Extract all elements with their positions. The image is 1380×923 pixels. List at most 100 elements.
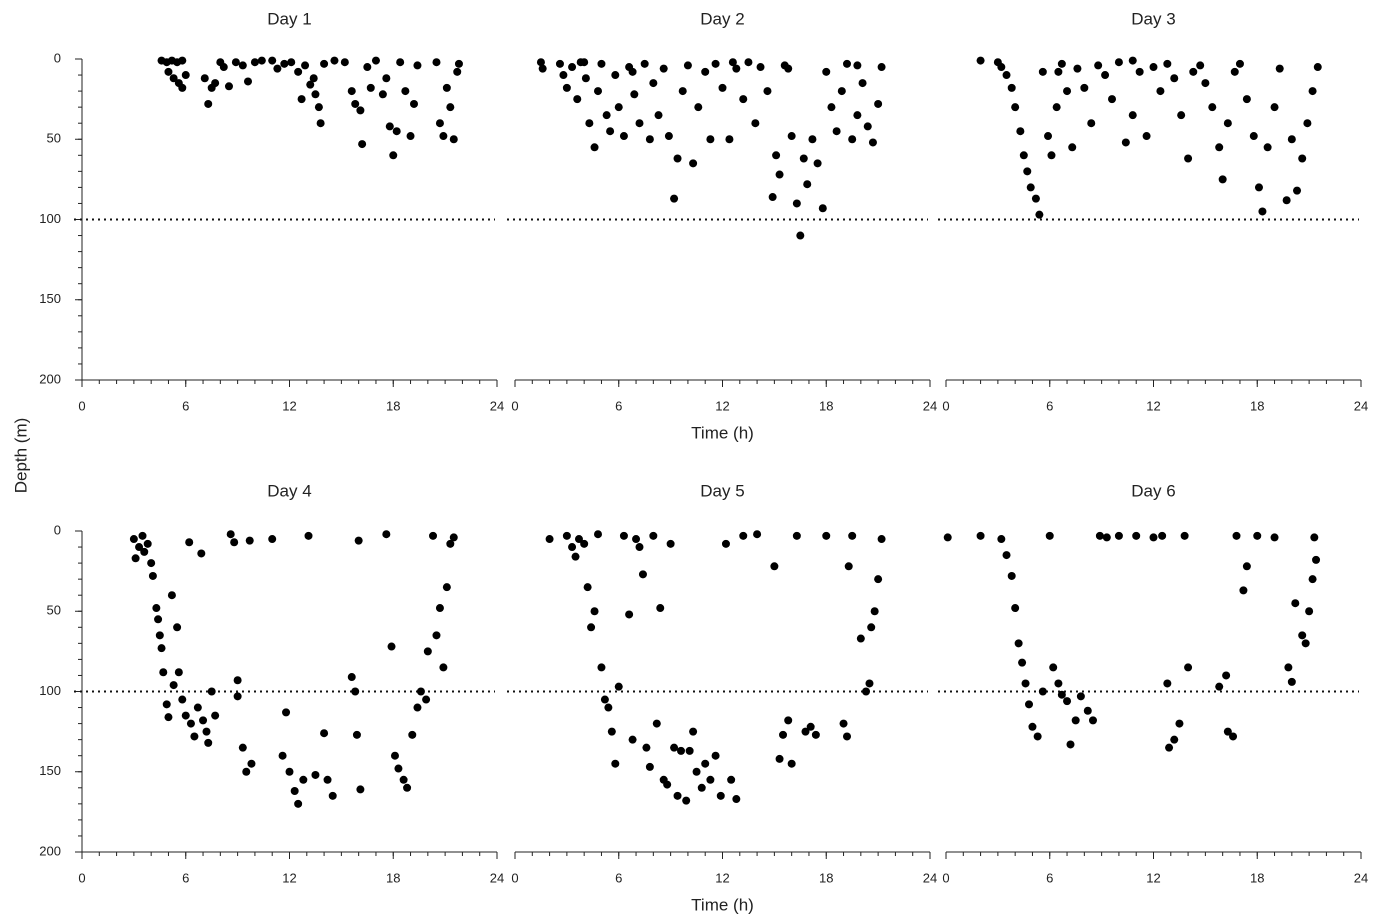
data-point <box>1128 56 1137 65</box>
data-point <box>536 58 545 67</box>
data-point <box>843 732 851 741</box>
data-point <box>645 135 654 144</box>
data-point <box>1101 71 1110 80</box>
data-point <box>211 711 220 720</box>
data-point <box>792 531 801 540</box>
data-point <box>770 562 779 571</box>
data-point <box>813 159 822 168</box>
x-tick-label: 18 <box>1250 870 1264 885</box>
x-tick-label: 0 <box>78 398 85 413</box>
data-point <box>728 58 737 67</box>
data-point <box>250 58 259 67</box>
data-point <box>818 204 827 213</box>
data-point <box>169 681 178 690</box>
data-point <box>202 727 211 736</box>
data-point <box>628 67 637 76</box>
data-point <box>574 535 583 544</box>
data-point <box>1031 194 1040 203</box>
data-point <box>147 559 156 568</box>
data-point <box>801 727 810 736</box>
data-point <box>230 538 239 547</box>
data-point <box>611 71 620 80</box>
data-point <box>1308 87 1317 96</box>
x-tick-label: 12 <box>1146 398 1160 413</box>
data-point <box>632 535 641 544</box>
x-tick-label: 18 <box>1250 398 1264 413</box>
data-point <box>1057 59 1066 68</box>
data-point <box>1184 663 1193 672</box>
data-point <box>390 751 399 760</box>
data-point <box>590 143 599 152</box>
data-point <box>1007 571 1016 580</box>
data-point <box>1002 71 1011 80</box>
data-point <box>1087 119 1096 128</box>
data-point <box>1156 87 1165 96</box>
data-point <box>1149 533 1158 542</box>
data-point <box>775 170 784 179</box>
data-point <box>185 538 194 547</box>
data-point <box>739 95 748 104</box>
data-point <box>853 61 862 70</box>
data-point <box>1025 700 1033 709</box>
data-point <box>580 58 589 67</box>
x-tick-label: 24 <box>1354 398 1368 413</box>
data-point <box>725 135 734 144</box>
data-point <box>721 539 730 548</box>
data-point <box>178 56 187 65</box>
data-point <box>1038 67 1047 76</box>
data-point <box>727 775 736 784</box>
data-point <box>423 647 432 656</box>
data-point <box>775 754 784 763</box>
data-point <box>611 759 620 768</box>
data-point <box>1287 135 1296 144</box>
data-point <box>316 119 325 128</box>
data-point <box>585 119 594 128</box>
data-point <box>1063 87 1072 96</box>
data-point <box>358 140 367 149</box>
data-point <box>1049 663 1058 672</box>
data-point <box>1016 127 1025 136</box>
data-point <box>1033 732 1042 741</box>
panel-title: Day 5 <box>700 481 744 500</box>
data-point <box>257 56 266 65</box>
data-point <box>442 583 451 592</box>
data-point <box>1305 607 1314 616</box>
data-point <box>1215 682 1224 691</box>
x-tick-label: 6 <box>615 870 622 885</box>
data-point <box>784 64 793 73</box>
data-point <box>568 543 577 552</box>
data-point <box>204 99 213 108</box>
data-point <box>363 63 372 72</box>
data-point <box>562 531 571 540</box>
data-point <box>768 193 777 202</box>
data-point <box>1253 531 1262 540</box>
data-point <box>1018 658 1027 667</box>
data-point <box>1223 727 1232 736</box>
data-point <box>340 58 349 67</box>
x-tick-label: 24 <box>923 398 937 413</box>
data-point <box>178 695 187 704</box>
data-point <box>1270 103 1279 112</box>
data-point <box>1232 531 1241 540</box>
data-point <box>673 154 682 163</box>
data-point <box>1088 716 1097 725</box>
data-point <box>268 535 277 544</box>
data-point <box>1298 631 1307 640</box>
data-point <box>129 535 138 544</box>
data-point <box>1298 154 1307 163</box>
data-point <box>1158 531 1167 540</box>
data-point <box>1258 207 1267 216</box>
data-point <box>413 61 422 70</box>
data-point <box>169 74 178 83</box>
data-point <box>732 64 741 73</box>
data-point <box>1023 167 1032 176</box>
data-point <box>442 83 451 92</box>
data-point <box>143 539 152 548</box>
data-point <box>186 719 195 728</box>
data-point <box>294 67 303 76</box>
data-point <box>155 631 164 640</box>
data-point <box>432 631 441 640</box>
data-point <box>642 743 651 752</box>
data-point <box>832 127 841 136</box>
